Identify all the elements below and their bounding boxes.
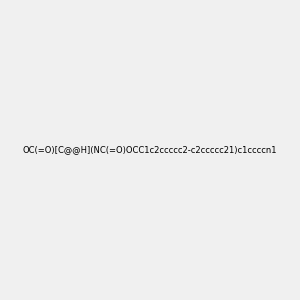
Text: OC(=O)[C@@H](NC(=O)OCC1c2ccccc2-c2ccccc21)c1ccccn1: OC(=O)[C@@H](NC(=O)OCC1c2ccccc2-c2ccccc2… [23, 146, 277, 154]
